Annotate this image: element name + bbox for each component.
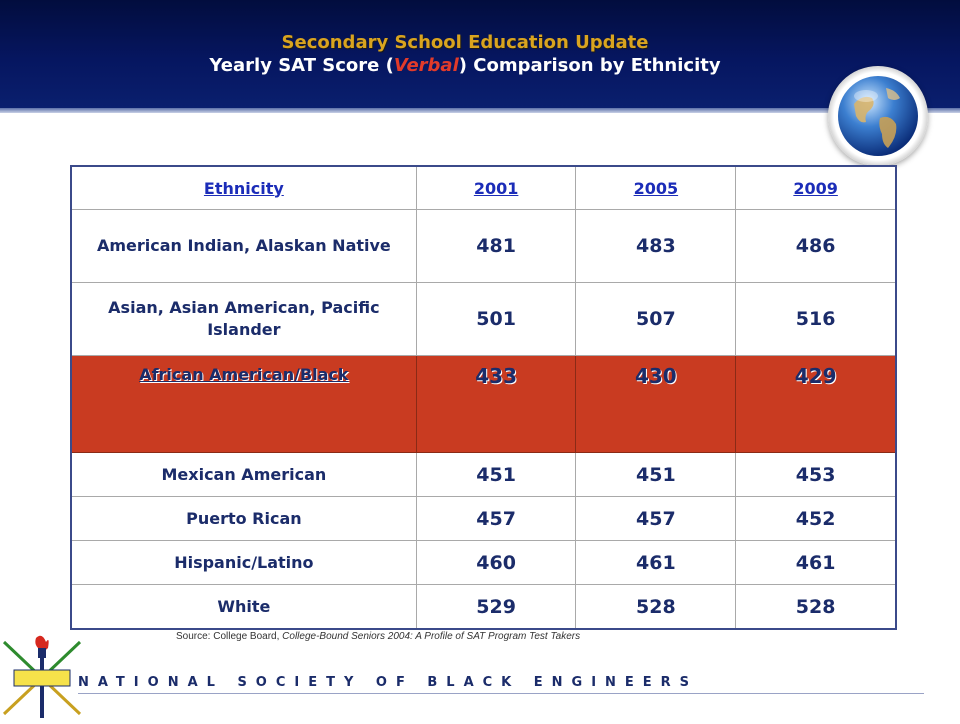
slide-header xyxy=(0,0,960,108)
score-cell: 528 xyxy=(575,584,737,630)
table-header-row: Ethnicity 2001 2005 2009 xyxy=(70,165,897,210)
score-cell: 483 xyxy=(575,209,737,283)
score-cell: 452 xyxy=(735,496,897,541)
table-row: Mexican American 451 451 453 xyxy=(70,452,897,497)
ethnicity-cell: Puerto Rican xyxy=(70,496,417,541)
ethnicity-cell: Mexican American xyxy=(70,452,417,497)
source-prefix: Source: College Board, xyxy=(176,631,283,642)
score-cell: 453 xyxy=(735,452,897,497)
score-cell: 528 xyxy=(735,584,897,630)
score-cell: 430 xyxy=(575,355,737,453)
score-cell: 481 xyxy=(415,209,577,283)
table-row: White 529 528 528 xyxy=(70,584,897,630)
score-cell: 429 xyxy=(735,355,897,453)
globe-icon xyxy=(828,66,928,166)
organization-name: NATIONAL SOCIETY OF BLACK ENGINEERS xyxy=(78,675,699,690)
column-header-2005: 2005 xyxy=(575,165,737,210)
score-cell: 451 xyxy=(415,452,577,497)
score-cell: 516 xyxy=(735,282,897,356)
subtitle-suffix: ) Comparison by Ethnicity xyxy=(458,55,721,76)
ethnicity-cell: American Indian, Alaskan Native xyxy=(70,209,417,283)
score-cell: 451 xyxy=(575,452,737,497)
score-cell: 501 xyxy=(415,282,577,356)
table-row: Puerto Rican 457 457 452 xyxy=(70,496,897,541)
subtitle-prefix: Yearly SAT Score ( xyxy=(209,55,394,76)
table-row: Hispanic/Latino 460 461 461 xyxy=(70,540,897,585)
score-cell: 486 xyxy=(735,209,897,283)
score-cell: 457 xyxy=(575,496,737,541)
slide-title: Secondary School Education Update xyxy=(281,32,649,53)
column-header-ethnicity: Ethnicity xyxy=(70,165,417,210)
ethnicity-cell: White xyxy=(70,584,417,630)
score-cell: 507 xyxy=(575,282,737,356)
slide-subtitle: Yearly SAT Score (Verbal) Comparison by … xyxy=(0,55,930,76)
footer-divider xyxy=(78,693,924,694)
score-cell: 433 xyxy=(415,355,577,453)
subtitle-highlight: Verbal xyxy=(393,55,459,76)
header-divider xyxy=(0,108,960,113)
column-header-2009: 2009 xyxy=(735,165,897,210)
score-cell: 461 xyxy=(575,540,737,585)
score-cell: 529 xyxy=(415,584,577,630)
ethnicity-cell: African American/Black xyxy=(70,355,417,453)
ethnicity-cell: Asian, Asian American, Pacific Islander xyxy=(70,282,417,356)
source-citation: Source: College Board, College-Bound Sen… xyxy=(176,631,580,642)
source-publication: College-Bound Seniors 2004: A Profile of… xyxy=(282,631,581,642)
sat-score-table: Ethnicity 2001 2005 2009 American Indian… xyxy=(70,165,897,630)
column-header-2001: 2001 xyxy=(415,165,577,210)
table-row: Asian, Asian American, Pacific Islander … xyxy=(70,282,897,356)
score-cell: 461 xyxy=(735,540,897,585)
table-row: American Indian, Alaskan Native 481 483 … xyxy=(70,209,897,283)
score-cell: 457 xyxy=(415,496,577,541)
table-row-highlighted: African American/Black 433 430 429 xyxy=(70,355,897,453)
score-cell: 460 xyxy=(415,540,577,585)
ethnicity-cell: Hispanic/Latino xyxy=(70,540,417,585)
nsbe-logo xyxy=(0,634,84,720)
